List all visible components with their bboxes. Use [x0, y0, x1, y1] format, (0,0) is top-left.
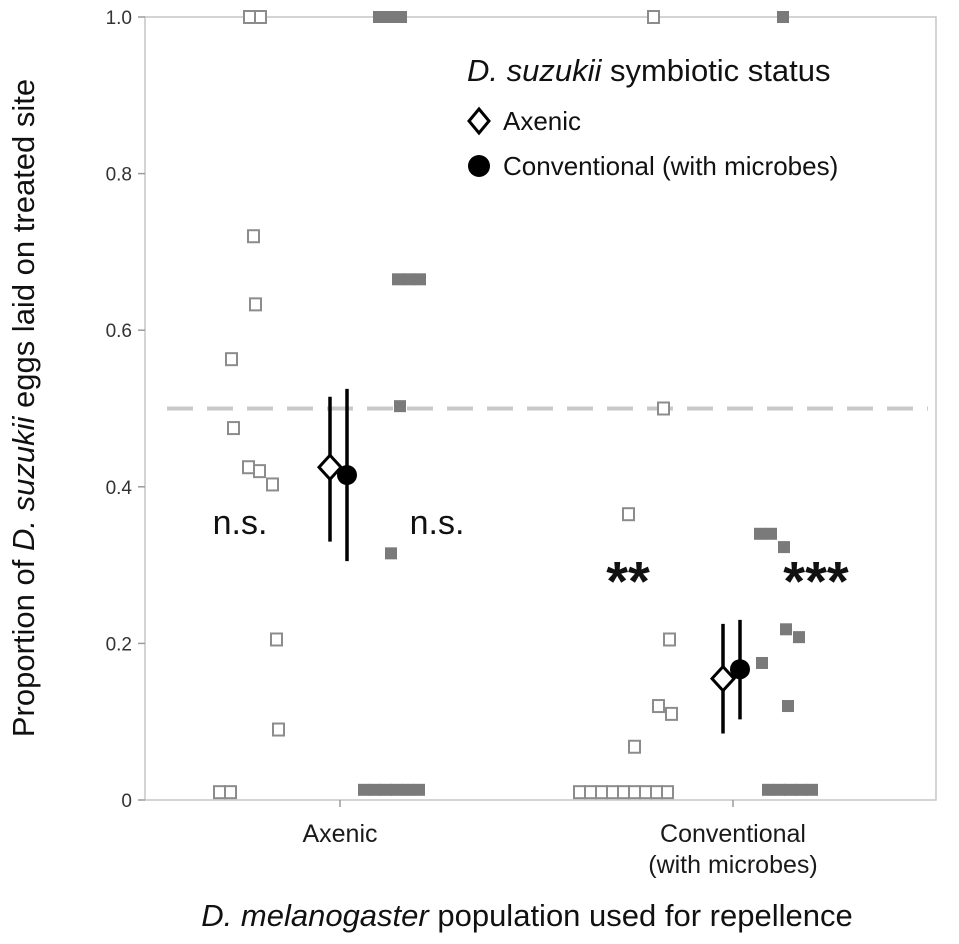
conventional-point: [392, 273, 404, 286]
conventional-point: [413, 783, 425, 796]
axenic-point: [622, 507, 635, 522]
axenic-point: [606, 785, 619, 800]
conventional-point: [777, 11, 789, 23]
legend-entry-axenic: Axenic: [503, 106, 581, 136]
conventional-point: [793, 631, 805, 644]
conventional-point: [373, 11, 385, 23]
legend-title-rest: symbiotic status: [601, 53, 830, 88]
axenic-point: [650, 785, 663, 800]
significance-label: n.s.: [213, 504, 268, 542]
y-axis-title-species: D. suzukii: [6, 416, 41, 551]
conventional-point: [782, 700, 794, 713]
significance-annotations: n.s. ** n.s. ***: [213, 504, 849, 613]
axenic-point: [665, 706, 678, 721]
conventional-point: [395, 11, 407, 23]
data-points: [213, 10, 818, 800]
y-tick-label: 0: [121, 791, 132, 812]
legend-entry-conventional: Conventional (with microbes): [503, 151, 838, 181]
axenic-point: [595, 785, 608, 800]
conventional-point: [778, 541, 790, 554]
conventional-point: [391, 783, 403, 796]
legend: D. suzukii symbiotic status Axenic Conve…: [467, 53, 838, 181]
x-category-label: Conventional: [660, 820, 806, 848]
x-axis: Axenic Conventional (with microbes): [302, 800, 818, 879]
conventional-point: [765, 527, 777, 540]
significance-label: **: [606, 549, 650, 612]
conventional-point: [762, 783, 774, 796]
conventional-point: [795, 783, 807, 796]
axenic-point: [657, 401, 670, 416]
axenic-point: [628, 785, 641, 800]
axenic-point: [272, 722, 285, 737]
axenic-point: [227, 421, 240, 436]
axenic-point: [266, 477, 279, 492]
conventional-point: [414, 273, 426, 286]
y-axis: 0 0.2 0.4 0.6 0.8 1.0: [106, 8, 145, 812]
axenic-point: [225, 352, 238, 367]
y-axis-title: Proportion of D. suzukii eggs laid on tr…: [6, 79, 41, 737]
axenic-point: [254, 10, 267, 24]
conventional-point: [402, 783, 414, 796]
axenic-point: [573, 785, 586, 800]
conventional-point: [369, 783, 381, 796]
conventional-point: [756, 656, 768, 669]
axenic-point: [249, 297, 262, 312]
significance-label: ***: [783, 549, 849, 612]
axenic-point: [243, 10, 256, 24]
axenic-point: [213, 785, 226, 800]
legend-conventional-marker: [468, 155, 490, 177]
axenic-point: [242, 460, 255, 475]
legend-title: D. suzukii symbiotic status: [467, 53, 831, 88]
x-category-label: Axenic: [302, 820, 377, 848]
axenic-point: [247, 229, 260, 244]
axenic-point: [617, 785, 630, 800]
y-tick-label: 0.2: [106, 634, 132, 655]
x-category-label: (with microbes): [648, 851, 817, 879]
axenic-mean-marker: [709, 664, 737, 693]
legend-title-species: D. suzukii: [467, 53, 602, 88]
conventional-point: [358, 783, 370, 796]
axenic-point: [628, 739, 641, 754]
x-axis-title-species: D. melanogaster: [201, 898, 430, 933]
axenic-point: [253, 464, 266, 479]
x-axis-title-rest: population used for repellence: [429, 898, 853, 933]
conventional-point: [780, 623, 792, 636]
axenic-point: [639, 785, 652, 800]
conventional-point: [403, 273, 415, 286]
y-tick-label: 0.6: [106, 321, 132, 342]
y-tick-label: 1.0: [106, 8, 132, 29]
conventional-point: [754, 527, 766, 540]
conventional-mean-marker: [730, 659, 750, 680]
conventional-point: [385, 547, 397, 560]
conventional-point: [773, 783, 785, 796]
x-axis-title: D. melanogaster population used for repe…: [201, 898, 852, 933]
axenic-point: [663, 632, 676, 647]
conventional-point: [806, 783, 818, 796]
y-axis-title-end: eggs laid on treated site: [6, 79, 41, 417]
axenic-point: [584, 785, 597, 800]
axenic-point: [270, 632, 283, 647]
conventional-point: [784, 783, 796, 796]
y-axis-title-start: Proportion of: [6, 551, 41, 737]
axenic-point: [652, 699, 665, 714]
legend-axenic-marker: [467, 106, 491, 136]
conventional-point: [384, 11, 396, 23]
conventional-point: [380, 783, 392, 796]
conventional-point: [394, 400, 406, 413]
axenic-mean-marker: [316, 453, 344, 482]
axenic-point: [224, 785, 237, 800]
axenic-point: [647, 10, 660, 24]
y-tick-label: 0.8: [106, 165, 132, 186]
y-tick-label: 0.4: [106, 478, 133, 499]
means-with-ci: [316, 388, 750, 734]
conventional-mean-marker: [337, 465, 357, 486]
significance-label: n.s.: [410, 504, 465, 542]
axenic-point: [661, 785, 674, 800]
